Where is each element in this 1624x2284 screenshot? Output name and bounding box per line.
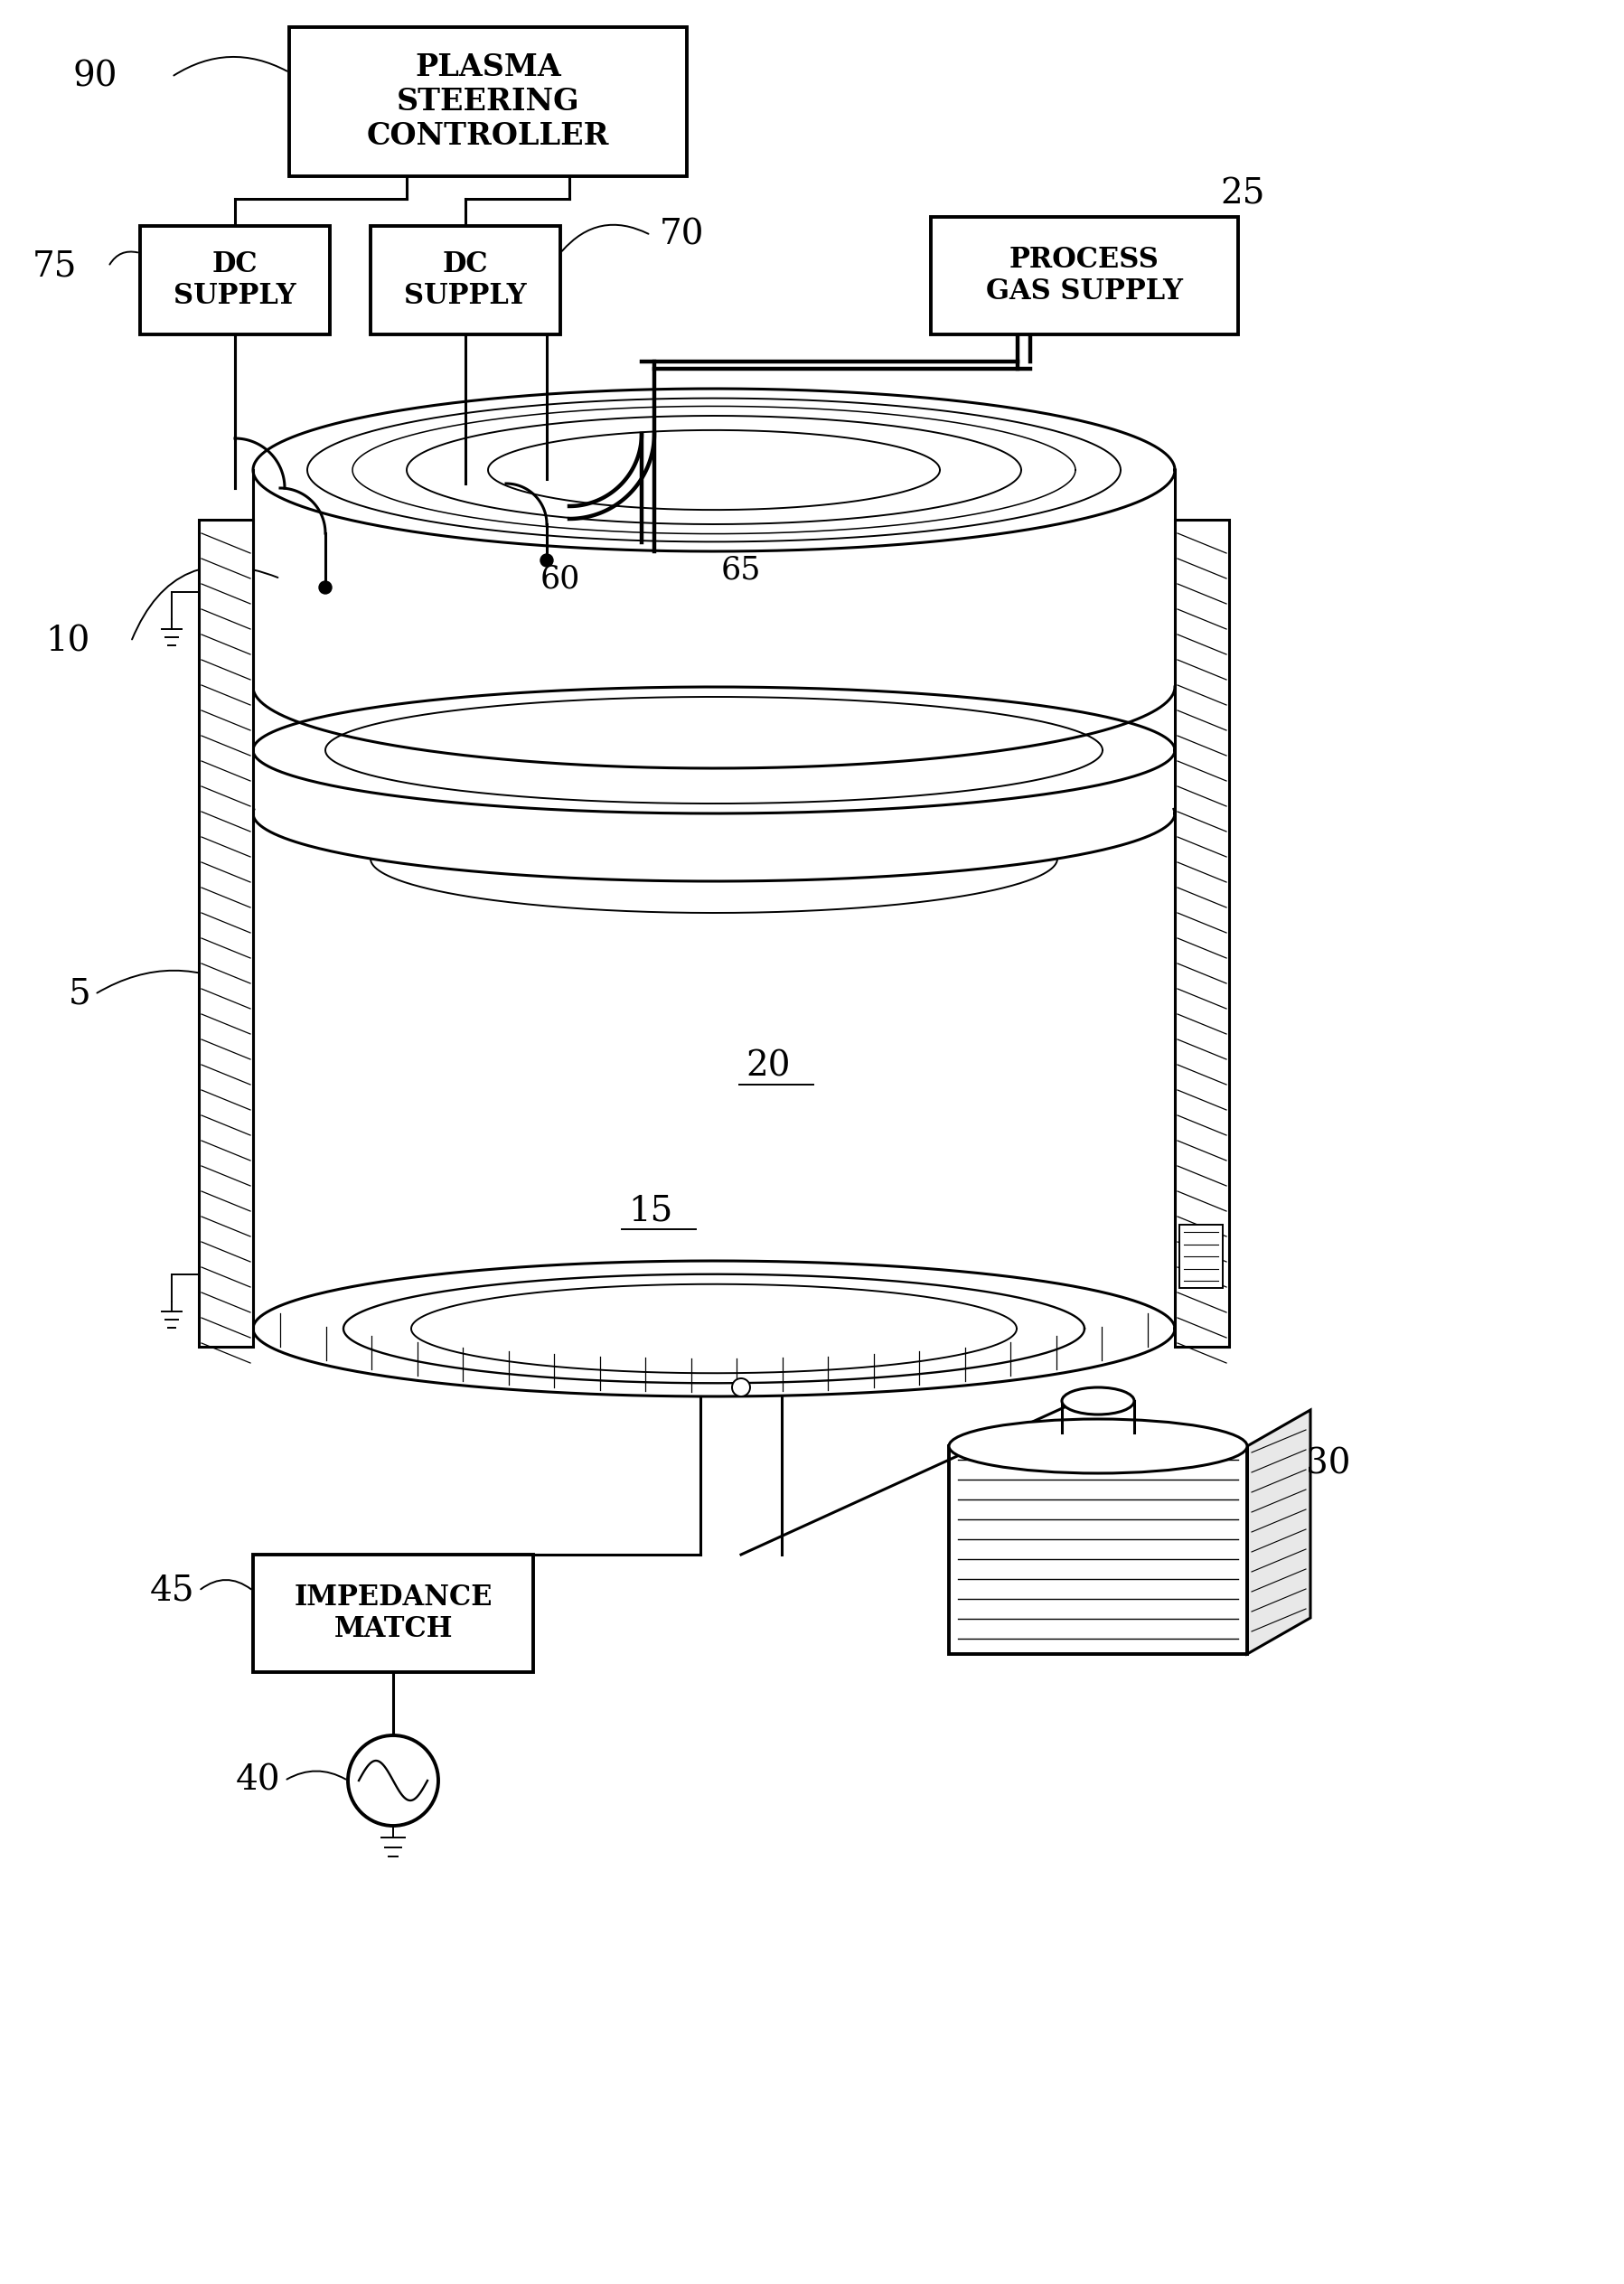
Text: 60: 60 [541, 564, 580, 594]
Text: 5: 5 [68, 978, 91, 1012]
Circle shape [348, 1736, 438, 1825]
Bar [948, 1446, 1247, 1654]
Bar [1174, 521, 1229, 1348]
Ellipse shape [1062, 1386, 1134, 1414]
Circle shape [541, 555, 554, 566]
Text: 70: 70 [659, 219, 705, 251]
Text: 90: 90 [73, 59, 117, 94]
Text: 40: 40 [235, 1763, 281, 1798]
Text: IMPEDANCE
MATCH: IMPEDANCE MATCH [294, 1583, 492, 1644]
Text: 75: 75 [32, 249, 76, 283]
Bar [931, 217, 1237, 333]
Text: 30: 30 [1306, 1448, 1351, 1480]
Bar [140, 226, 330, 333]
Text: PROCESS
GAS SUPPLY: PROCESS GAS SUPPLY [986, 244, 1182, 306]
Bar [370, 226, 560, 333]
Text: 45: 45 [149, 1574, 195, 1608]
Text: 10: 10 [45, 626, 91, 658]
Bar [289, 27, 687, 176]
Ellipse shape [948, 1418, 1247, 1473]
Text: 20: 20 [745, 1051, 791, 1083]
Circle shape [732, 1377, 750, 1396]
Polygon shape [1247, 1409, 1311, 1654]
Text: 65: 65 [721, 555, 762, 585]
Bar [1179, 1224, 1223, 1288]
Text: 15: 15 [628, 1195, 672, 1229]
Text: 25: 25 [1220, 178, 1265, 210]
Text: DC
SUPPLY: DC SUPPLY [404, 249, 526, 311]
Circle shape [318, 580, 331, 594]
Text: DC
SUPPLY: DC SUPPLY [174, 249, 296, 311]
Text: PLASMA
STEERING
CONTROLLER: PLASMA STEERING CONTROLLER [367, 53, 609, 151]
Bar [198, 521, 253, 1348]
Bar [253, 1555, 533, 1672]
